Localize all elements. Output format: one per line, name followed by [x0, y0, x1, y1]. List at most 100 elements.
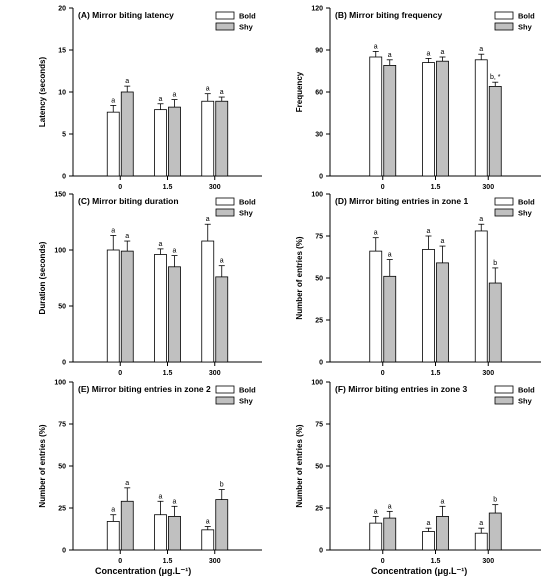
legend-label-shy: Shy	[239, 23, 254, 32]
bar-bold	[154, 109, 167, 177]
bar-shy	[488, 282, 502, 363]
y-tick-label: 15	[58, 48, 66, 55]
y-tick-label: 5	[62, 132, 66, 139]
significance-label: a	[374, 43, 378, 50]
legend-label-shy: Shy	[239, 209, 254, 218]
significance-label: a	[388, 52, 392, 59]
legend-swatch-shy	[215, 396, 235, 405]
y-tick-label: 25	[58, 506, 66, 513]
panel-title: (A) Mirror biting latency	[78, 10, 174, 20]
x-tick-label: 1.5	[431, 184, 441, 191]
bar-bold	[369, 56, 383, 177]
significance-label: a	[220, 258, 224, 265]
legend-label-shy: Shy	[518, 23, 533, 32]
significance-label: a	[206, 518, 210, 525]
y-tick-label: 75	[58, 422, 66, 429]
bar-bold	[422, 62, 435, 177]
x-tick-label: 300	[209, 370, 221, 377]
y-axis-label: Latency (seconds)	[38, 57, 47, 128]
significance-label: a	[479, 216, 483, 223]
x-axis-title-left: Concentration (μg.L⁻¹)	[95, 566, 192, 576]
y-tick-label: 90	[315, 48, 323, 55]
significance-label: a	[206, 216, 210, 223]
y-tick-label: 100	[311, 380, 323, 387]
significance-label: a	[441, 238, 445, 245]
significance-label: a	[388, 503, 392, 510]
y-tick-label: 100	[54, 248, 66, 255]
y-axis-label: Number of entries (%)	[295, 424, 304, 507]
significance-label: a	[159, 493, 163, 500]
bar-shy	[383, 65, 397, 177]
y-tick-label: 50	[58, 464, 66, 471]
x-tick-label: 0	[381, 184, 385, 191]
legend-swatch-bold	[494, 11, 514, 20]
bar-shy	[383, 517, 397, 551]
chart-panel-1: 0 5 10 15 20 0 1.5 300 a a a a a a (A) Mirror biting l…	[38, 6, 262, 191]
y-tick-label: 120	[311, 6, 323, 13]
bar-bold	[201, 529, 215, 551]
x-tick-label: 300	[482, 558, 494, 565]
bar-shy	[488, 512, 502, 551]
significance-label: a	[427, 520, 431, 527]
legend-label-bold: Bold	[518, 12, 535, 21]
chart-panel-2: 0 30 60 90 120 0 1.5 300 a a a a a b, * (B) Mirror bit…	[295, 6, 541, 191]
bar-shy	[436, 516, 449, 551]
x-tick-label: 1.5	[163, 370, 173, 377]
y-tick-label: 10	[58, 90, 66, 97]
legend-label-bold: Bold	[239, 386, 256, 395]
significance-label: a	[125, 233, 129, 240]
significance-label: a	[111, 227, 115, 234]
panel-title: (F) Mirror biting entries in zone 3	[335, 384, 468, 394]
legend-label-shy: Shy	[239, 397, 254, 406]
y-axis-label: Number of entries (%)	[38, 424, 47, 507]
bar-bold	[369, 250, 383, 363]
significance-label: a	[206, 86, 210, 93]
x-tick-label: 300	[482, 184, 494, 191]
legend-label-bold: Bold	[518, 386, 535, 395]
y-axis-label: Frequency	[295, 71, 304, 112]
significance-label: a	[125, 78, 129, 85]
bar-bold	[422, 531, 435, 551]
bar-bold	[106, 521, 120, 551]
significance-label: a	[479, 46, 483, 53]
bar-bold	[201, 240, 215, 363]
significance-label: b	[493, 497, 497, 504]
legend-swatch-bold	[215, 197, 235, 206]
significance-label: a	[173, 498, 177, 505]
y-tick-label: 0	[319, 360, 323, 367]
y-tick-label: 75	[315, 234, 323, 241]
legend-swatch-shy	[494, 208, 514, 217]
significance-label: a	[173, 248, 177, 255]
chart-panel-5: 0 25 50 75 100 0 1.5 300 a a a a a b (E) Mirror biting…	[38, 380, 262, 565]
significance-label: a	[125, 480, 129, 487]
bar-bold	[369, 522, 383, 551]
bar-shy	[215, 276, 229, 363]
x-tick-label: 0	[381, 370, 385, 377]
y-tick-label: 50	[315, 464, 323, 471]
bar-shy	[120, 91, 134, 177]
bar-shy	[436, 262, 449, 363]
significance-label: a	[111, 507, 115, 514]
x-tick-label: 0	[118, 370, 122, 377]
panel-title: (B) Mirror biting frequency	[335, 10, 442, 20]
legend-swatch-bold	[494, 385, 514, 394]
x-tick-label: 1.5	[431, 370, 441, 377]
significance-label: a	[441, 49, 445, 56]
bar-shy	[383, 275, 397, 363]
y-tick-label: 50	[58, 304, 66, 311]
legend-label-bold: Bold	[239, 198, 256, 207]
legend-label-shy: Shy	[518, 397, 533, 406]
bar-shy	[168, 106, 181, 177]
significance-label: a	[441, 498, 445, 505]
legend-swatch-shy	[494, 396, 514, 405]
significance-label: a	[427, 50, 431, 57]
y-tick-label: 100	[54, 380, 66, 387]
significance-label: b, *	[490, 74, 501, 81]
bar-shy	[120, 250, 134, 363]
significance-label: a	[159, 96, 163, 103]
y-tick-label: 0	[319, 174, 323, 181]
legend-swatch-shy	[494, 22, 514, 31]
legend-label-bold: Bold	[518, 198, 535, 207]
y-tick-label: 25	[315, 506, 323, 513]
